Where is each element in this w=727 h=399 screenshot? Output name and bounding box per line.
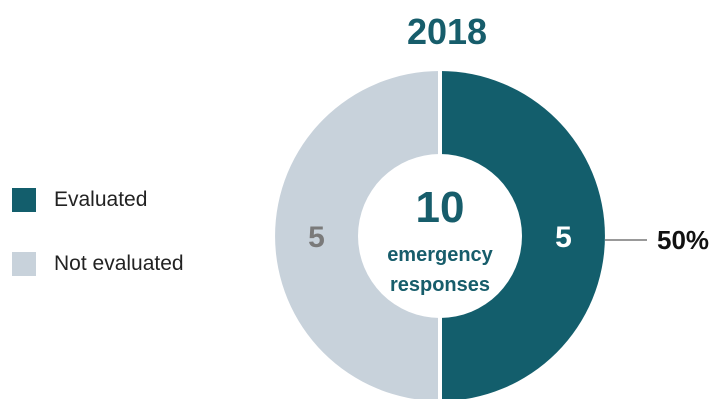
donut-slice-evaluated [440, 71, 605, 399]
legend-label-not-evaluated: Not evaluated [54, 252, 184, 275]
legend-label-evaluated: Evaluated [54, 188, 148, 211]
chart-title: 2018 [406, 11, 488, 52]
percentage-annotation: 50% [657, 225, 709, 255]
donut-slice-not-evaluated [275, 71, 440, 399]
center-label-line-2: responses [390, 274, 490, 296]
legend-item-evaluated: Evaluated [12, 168, 184, 232]
center-label-line-1: emergency [387, 244, 493, 266]
legend: Evaluated Not evaluated [12, 168, 184, 296]
legend-swatch-evaluated [12, 188, 36, 212]
donut-hole [358, 154, 522, 318]
slice-value-not-evaluated: 5 [308, 221, 325, 254]
slice-value-evaluated: 5 [555, 221, 572, 254]
center-total: 10 [416, 183, 465, 232]
legend-item-not-evaluated: Not evaluated [12, 232, 184, 296]
donut-slices: 55 [275, 71, 605, 399]
legend-swatch-not-evaluated [12, 252, 36, 276]
